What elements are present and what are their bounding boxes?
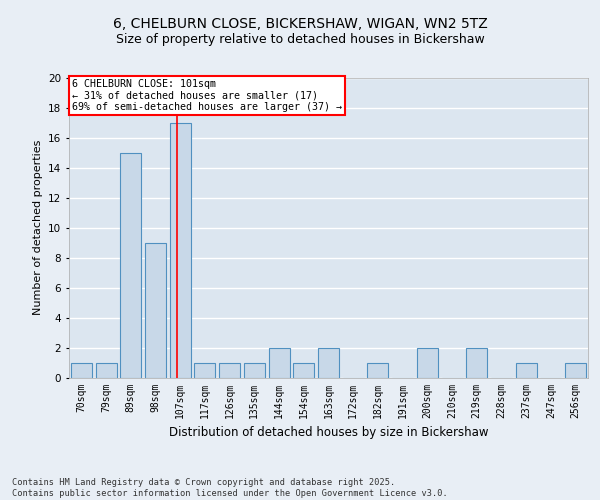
Bar — [565, 362, 586, 378]
Bar — [71, 362, 92, 378]
Bar — [145, 242, 166, 378]
Y-axis label: Number of detached properties: Number of detached properties — [32, 140, 43, 315]
Bar — [516, 362, 537, 378]
Bar — [194, 362, 215, 378]
Bar — [120, 152, 141, 378]
Text: Contains HM Land Registry data © Crown copyright and database right 2025.
Contai: Contains HM Land Registry data © Crown c… — [12, 478, 448, 498]
Text: 6, CHELBURN CLOSE, BICKERSHAW, WIGAN, WN2 5TZ: 6, CHELBURN CLOSE, BICKERSHAW, WIGAN, WN… — [113, 18, 487, 32]
Bar — [466, 348, 487, 378]
Text: 6 CHELBURN CLOSE: 101sqm
← 31% of detached houses are smaller (17)
69% of semi-d: 6 CHELBURN CLOSE: 101sqm ← 31% of detach… — [71, 79, 341, 112]
Bar — [318, 348, 339, 378]
Bar — [244, 362, 265, 378]
Bar — [293, 362, 314, 378]
Text: Size of property relative to detached houses in Bickershaw: Size of property relative to detached ho… — [116, 32, 484, 46]
Bar — [219, 362, 240, 378]
Bar — [170, 122, 191, 378]
Bar — [367, 362, 388, 378]
Bar — [269, 348, 290, 378]
Bar — [95, 362, 116, 378]
X-axis label: Distribution of detached houses by size in Bickershaw: Distribution of detached houses by size … — [169, 426, 488, 439]
Bar — [417, 348, 438, 378]
